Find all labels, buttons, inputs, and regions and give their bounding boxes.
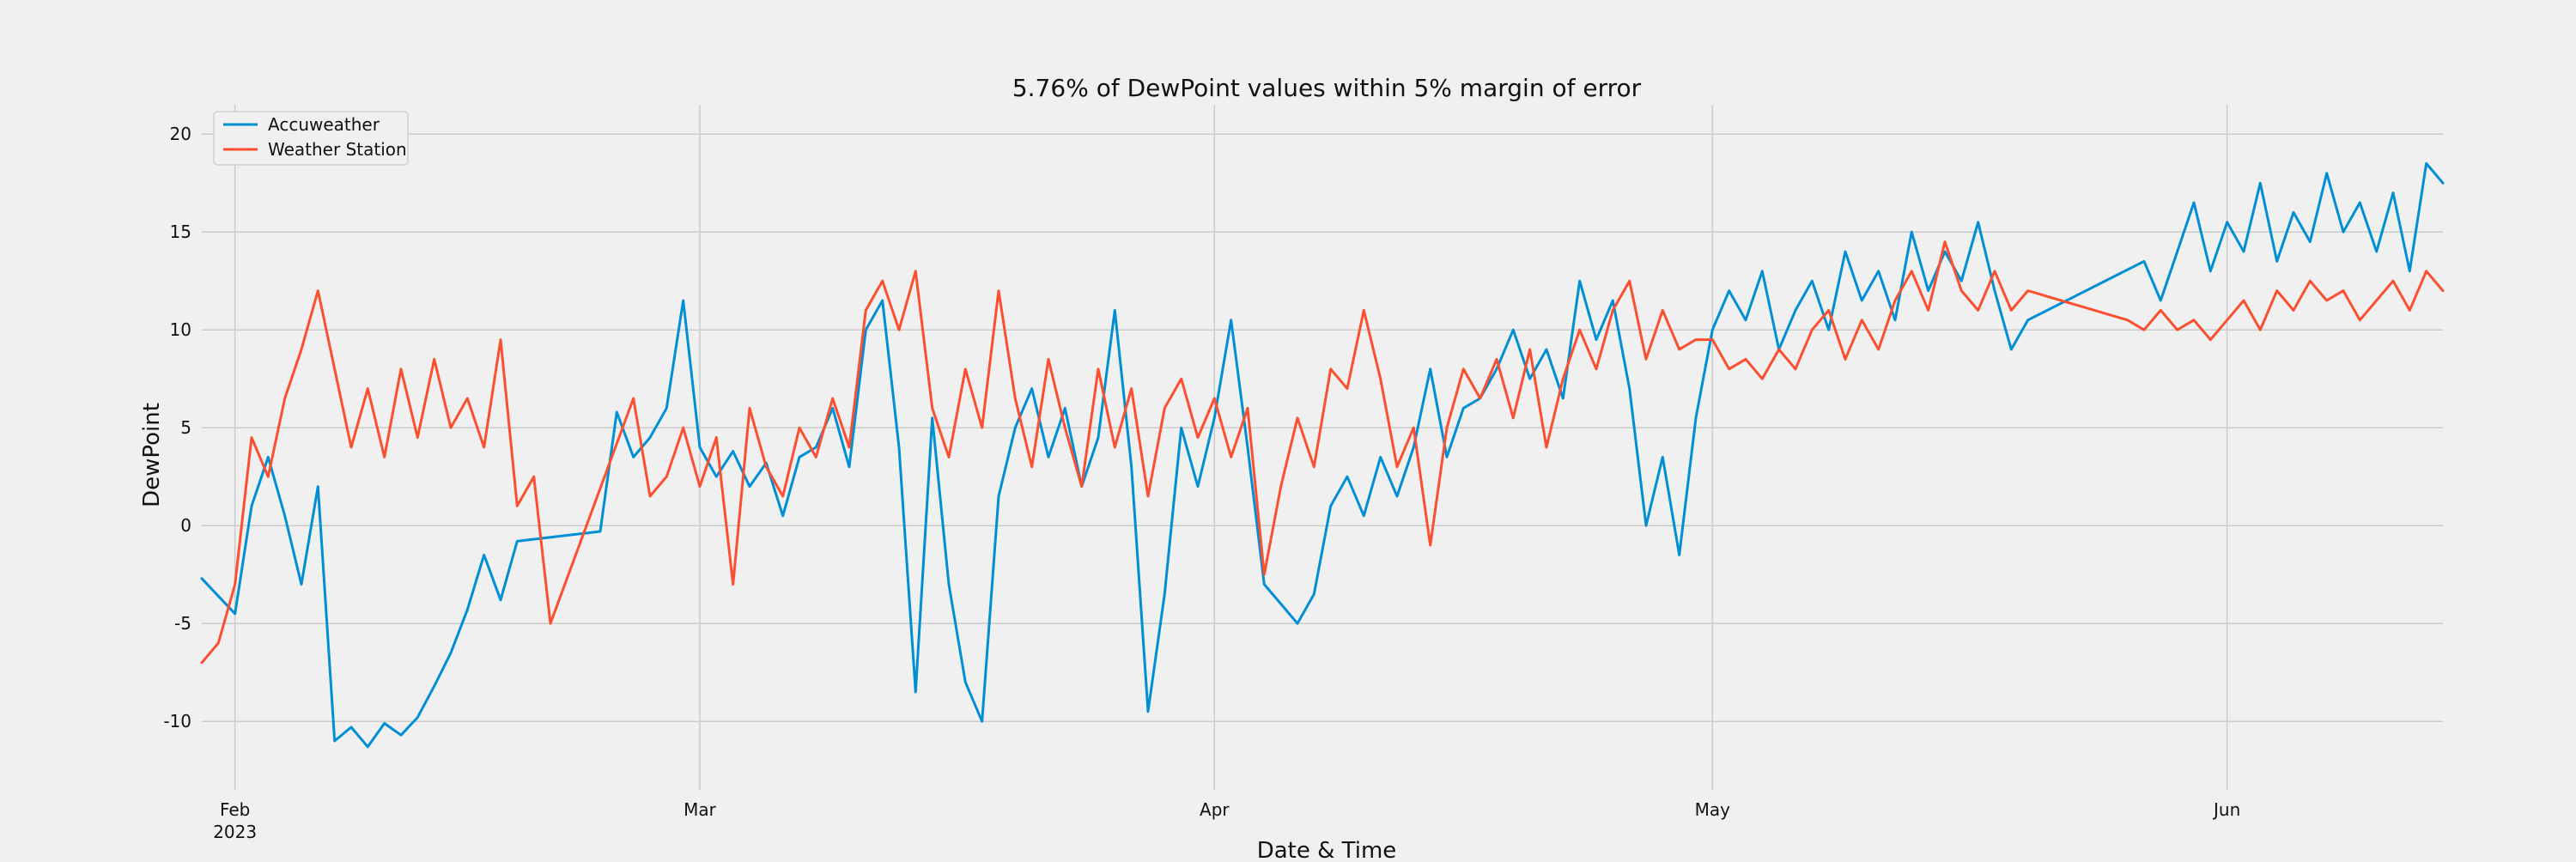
series-layer bbox=[200, 161, 2445, 749]
legend-label-accuweather: Accuweather bbox=[268, 114, 380, 135]
grid-layer bbox=[202, 105, 2443, 790]
legend-label-weather-station: Weather Station bbox=[268, 139, 407, 160]
legend-box bbox=[213, 111, 409, 166]
y-tick-label: 0 bbox=[180, 515, 191, 536]
y-tick-label: 5 bbox=[180, 417, 191, 438]
y-tick-label: -10 bbox=[163, 711, 191, 731]
x-axis-label: Date & Time bbox=[1257, 838, 1397, 859]
series-line-accuweather bbox=[200, 161, 2445, 749]
x-tick-label: Feb bbox=[220, 799, 250, 820]
chart-title: 5.76% of DewPoint values within 5% margi… bbox=[1012, 74, 1642, 102]
x-tick-label: Apr bbox=[1200, 799, 1230, 820]
y-axis-label: DewPoint bbox=[139, 403, 165, 507]
y-tick-label: 15 bbox=[170, 222, 191, 242]
series-line-weather-station bbox=[200, 240, 2445, 665]
y-tick-labels: -10 -5 0 5 10 15 20 bbox=[163, 124, 191, 731]
x-tick-label: May bbox=[1695, 799, 1731, 820]
y-tick-label: -5 bbox=[174, 613, 191, 634]
legend: Accuweather Weather Station bbox=[213, 111, 409, 166]
x-tick-year-label: 2023 bbox=[213, 822, 257, 842]
x-tick-label: Jun bbox=[2212, 799, 2240, 820]
y-tick-label: 10 bbox=[170, 319, 191, 340]
x-tick-label: Mar bbox=[683, 799, 717, 820]
y-tick-label: 20 bbox=[170, 124, 191, 144]
